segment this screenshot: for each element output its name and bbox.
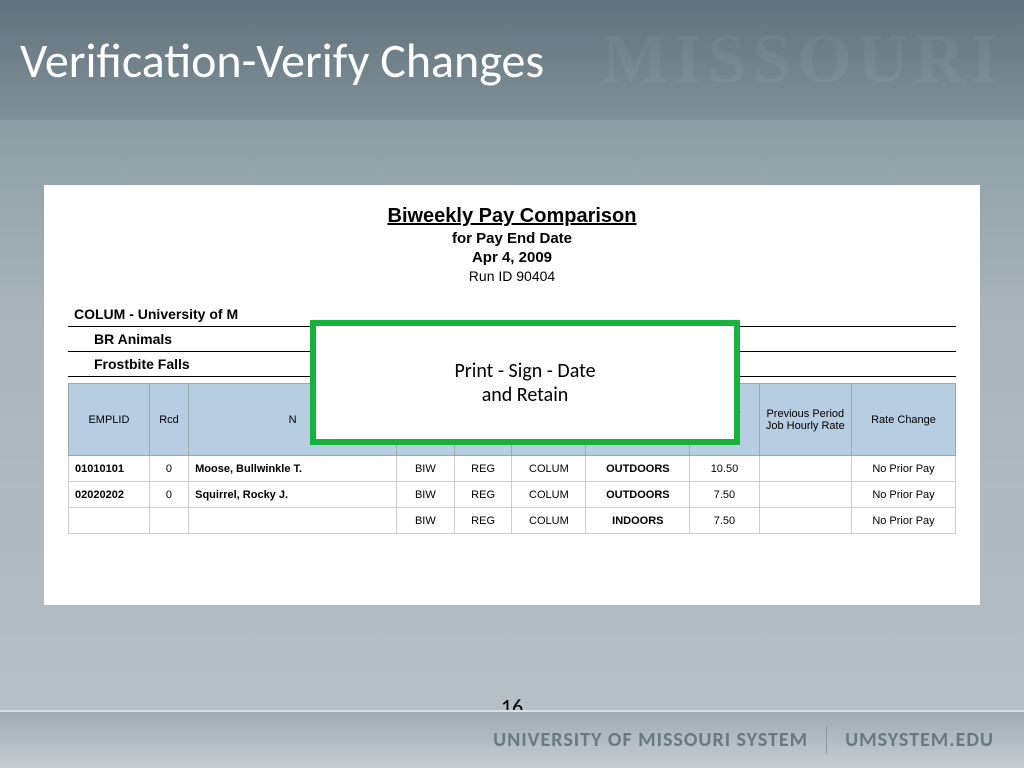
cell: 10.50 [690, 456, 759, 482]
col-prev: Previous Period Job Hourly Rate [759, 384, 851, 456]
table-row: 01010101 0 Moose, Bullwinkle T. BIW REG … [69, 456, 956, 482]
footer: UNIVERSITY OF MISSOURI SYSTEM UMSYSTEM.E… [0, 710, 1024, 768]
cell [759, 456, 851, 482]
cell [759, 508, 851, 534]
cell: COLUM [512, 508, 586, 534]
cell: COLUM [512, 482, 586, 508]
slide-title: Verification-Verify Changes [20, 31, 544, 90]
cell: OUTDOORS [586, 456, 690, 482]
report-date: Apr 4, 2009 [44, 249, 980, 266]
cell: 7.50 [690, 482, 759, 508]
col-change: Rate Change [852, 384, 956, 456]
footer-url: UMSYSTEM.EDU [845, 728, 994, 752]
report-title: Biweekly Pay Comparison [44, 205, 980, 228]
footer-org: UNIVERSITY OF MISSOURI SYSTEM [493, 728, 808, 752]
cell: REG [454, 456, 512, 482]
cell: Moose, Bullwinkle T. [189, 456, 397, 482]
cell: No Prior Pay [852, 456, 956, 482]
cell: COLUM [512, 456, 586, 482]
cell: No Prior Pay [852, 482, 956, 508]
table-row: 02020202 0 Squirrel, Rocky J. BIW REG CO… [69, 482, 956, 508]
cell: Squirrel, Rocky J. [189, 482, 397, 508]
cell [759, 482, 851, 508]
cell: REG [454, 482, 512, 508]
cell: INDOORS [586, 508, 690, 534]
report-subtitle: for Pay End Date [44, 230, 980, 247]
cell: 7.50 [690, 508, 759, 534]
cell: OUTDOORS [586, 482, 690, 508]
callout-line1: Print - Sign - Date [454, 359, 595, 383]
cell: BIW [397, 456, 455, 482]
cell: No Prior Pay [852, 508, 956, 534]
cell: 0 [149, 456, 188, 482]
report-run-id: Run ID 90404 [44, 268, 980, 284]
cell: BIW [397, 482, 455, 508]
cell: 02020202 [69, 482, 150, 508]
callout-line2: and Retain [482, 383, 569, 407]
cell [189, 508, 397, 534]
cell: 01010101 [69, 456, 150, 482]
cell [149, 508, 188, 534]
cell: 0 [149, 482, 188, 508]
col-emplid: EMPLID [69, 384, 150, 456]
title-bar: Verification-Verify Changes [0, 0, 1024, 120]
instruction-callout: Print - Sign - Date and Retain [310, 320, 740, 445]
cell: REG [454, 508, 512, 534]
cell: BIW [397, 508, 455, 534]
col-rcd: Rcd [149, 384, 188, 456]
table-row: BIW REG COLUM INDOORS 7.50 No Prior Pay [69, 508, 956, 534]
footer-divider [826, 726, 827, 754]
cell [69, 508, 150, 534]
